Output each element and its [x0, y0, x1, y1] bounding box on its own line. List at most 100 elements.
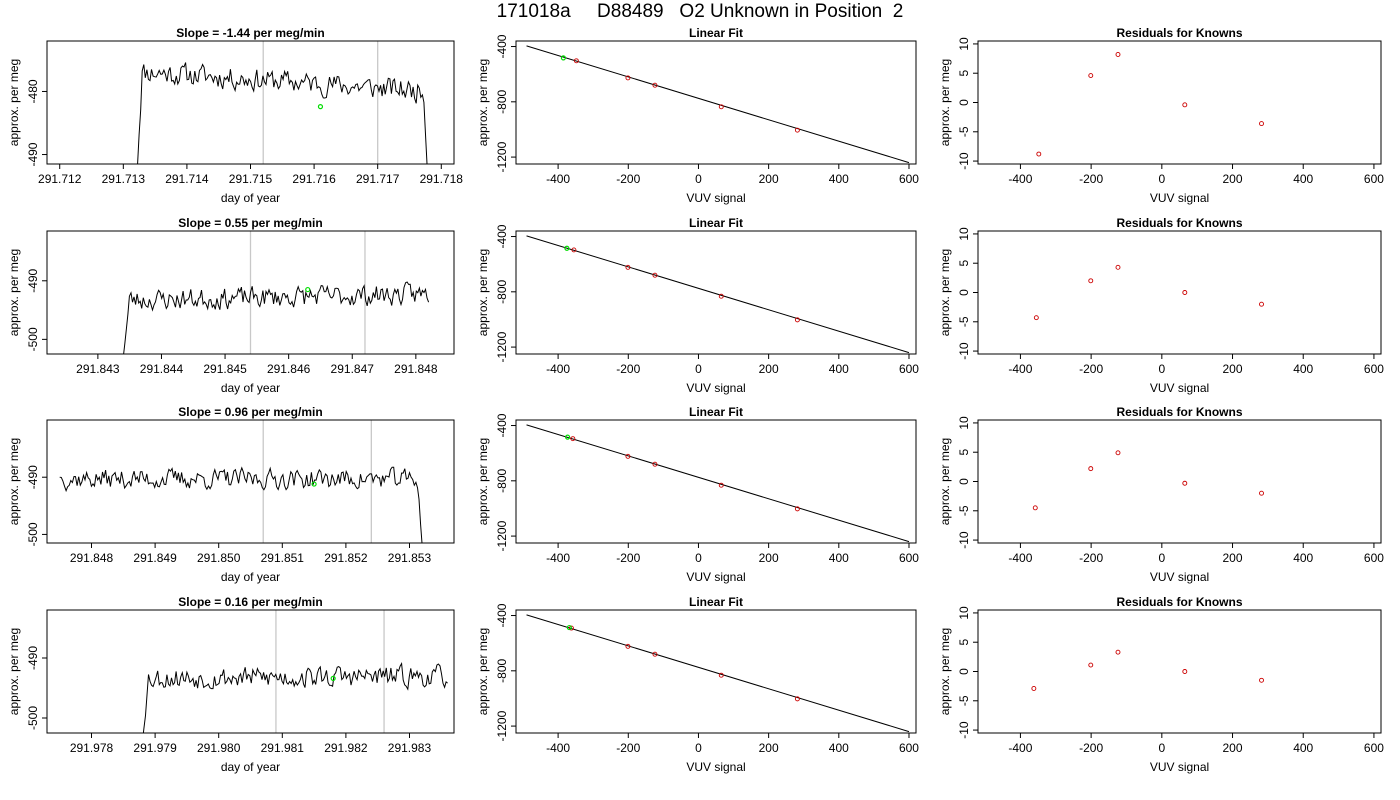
plot-frame [46, 609, 455, 734]
y-tick-label: -490 [26, 142, 40, 166]
x-tick-label: 600 [899, 741, 919, 755]
data-point [1115, 264, 1121, 270]
x-tick-label: 291.845 [203, 362, 247, 376]
x-tick-label: -200 [616, 741, 640, 755]
x-tick-label: 291.716 [292, 172, 336, 186]
y-axis-label: approx. per meg [938, 628, 952, 715]
x-tick-label: -400 [546, 551, 570, 565]
x-tick-label: -400 [1008, 741, 1032, 755]
y-tick-label: 0 [957, 99, 971, 106]
y-tick-label: -10 [957, 342, 971, 360]
x-tick-label: 291.982 [324, 741, 368, 755]
plot-frame [515, 40, 917, 165]
y-tick-label: -10 [957, 721, 971, 739]
y-tick-label: 10 [957, 416, 971, 430]
x-tick-label: 0 [1158, 172, 1165, 186]
y-tick-label: -480 [26, 79, 40, 103]
x-axis-label: VUV signal [686, 191, 745, 205]
data-point [794, 696, 800, 702]
y-tick-label: 5 [957, 260, 971, 267]
chart-panel-8: Linear Fit -400 -200 0 200 400 600 VUV signal -1… [476, 405, 919, 584]
y-axis-label: approx. per meg [476, 628, 490, 715]
x-tick-label: 291.981 [261, 741, 305, 755]
x-tick-label: 400 [829, 362, 849, 376]
x-axis-label: day of year [221, 570, 280, 584]
chart-title: Slope = 0.16 per meg/min [178, 595, 322, 609]
chart-title: Linear Fit [689, 595, 743, 609]
data-point [625, 264, 631, 270]
chart-title: Residuals for Knowns [1116, 216, 1242, 230]
y-tick-label: 10 [957, 606, 971, 620]
x-tick-label: -200 [1079, 551, 1103, 565]
x-tick-label: 291.848 [394, 362, 438, 376]
data-trace [142, 661, 448, 733]
data-point [1182, 669, 1188, 674]
x-tick-label: 291.843 [76, 362, 120, 376]
data-point [1259, 677, 1264, 683]
x-tick-label: 291.853 [388, 551, 432, 565]
data-point [1259, 121, 1264, 127]
x-tick-label: 291.847 [331, 362, 375, 376]
x-tick-label: -200 [1079, 172, 1103, 186]
data-point [1182, 102, 1188, 108]
chart-title: Linear Fit [689, 26, 743, 40]
x-tick-label: 291.713 [102, 172, 146, 186]
data-point [1032, 505, 1038, 511]
x-tick-label: 0 [1158, 551, 1165, 565]
plot-frame [977, 230, 1382, 355]
data-point [571, 247, 577, 253]
data-point [718, 104, 724, 110]
data-point [652, 82, 658, 88]
x-tick-label: 400 [829, 172, 849, 186]
x-tick-label: 291.717 [356, 172, 400, 186]
y-tick-label: -1200 [495, 520, 509, 551]
data-point [718, 482, 724, 488]
data-point [718, 672, 724, 678]
data-point [1115, 649, 1121, 655]
y-tick-label: -800 [495, 279, 509, 303]
plot-frame [515, 230, 917, 355]
unknown-point [317, 103, 324, 110]
x-tick-label: 291.846 [267, 362, 311, 376]
chart-panel-2: Linear Fit -400 -200 0 200 400 600 VUV signal -1… [476, 26, 919, 205]
y-tick-label: -490 [26, 465, 40, 489]
plot-frame [977, 419, 1382, 544]
x-tick-label: 400 [1293, 362, 1313, 376]
plot-frame [515, 609, 917, 734]
data-point [1088, 278, 1094, 284]
x-axis-label: day of year [221, 381, 280, 395]
x-tick-label: 600 [899, 362, 919, 376]
data-point [1088, 73, 1094, 79]
x-tick-label: -400 [546, 362, 570, 376]
x-tick-label: 291.844 [140, 362, 184, 376]
unknown-point [564, 434, 571, 440]
y-axis-label: approx. per meg [7, 249, 21, 336]
x-tick-label: 291.852 [324, 551, 368, 565]
data-point [625, 453, 631, 459]
x-tick-label: -200 [1079, 362, 1103, 376]
x-axis-label: VUV signal [686, 760, 745, 774]
y-tick-label: -800 [495, 658, 509, 682]
chart-title: Residuals for Knowns [1116, 405, 1242, 419]
x-tick-label: 200 [1223, 362, 1243, 376]
y-tick-label: -490 [26, 646, 40, 670]
x-tick-label: -200 [1079, 741, 1103, 755]
x-axis-label: VUV signal [1150, 381, 1209, 395]
x-tick-label: -400 [1008, 362, 1032, 376]
x-tick-label: -200 [616, 362, 640, 376]
data-point [1036, 151, 1042, 157]
chart-panel-4: Slope = 0.55 per meg/min 291.843 291.844 29… [7, 216, 455, 395]
x-tick-label: 291.850 [197, 551, 241, 565]
x-tick-label: 291.715 [229, 172, 273, 186]
y-tick-label: -500 [26, 706, 40, 730]
plot-frame [977, 40, 1382, 165]
x-tick-label: 291.714 [165, 172, 209, 186]
data-point [652, 461, 658, 467]
x-tick-label: 200 [759, 172, 779, 186]
x-tick-label: 400 [1293, 551, 1313, 565]
chart-panel-5: Linear Fit -400 -200 0 200 400 600 VUV signal -1… [476, 216, 919, 395]
y-tick-label: -5 [957, 126, 971, 137]
data-point [1259, 490, 1264, 496]
data-point [652, 651, 658, 657]
page-title: 171018a D88489 O2 Unknown in Position 2 [496, 1, 904, 22]
